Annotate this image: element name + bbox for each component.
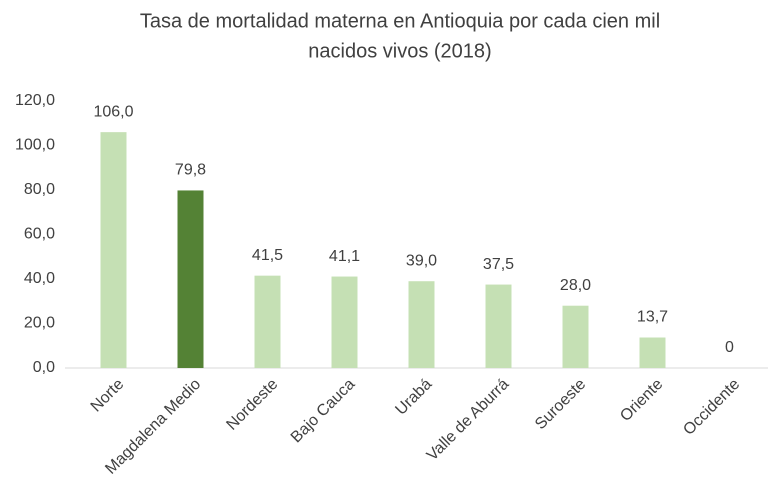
x-tick-label: Urabá xyxy=(392,376,435,419)
bar xyxy=(331,276,358,368)
y-tick-label: 40,0 xyxy=(24,270,55,287)
value-label: 37,5 xyxy=(483,256,514,273)
value-label: 0 xyxy=(725,339,734,356)
bar xyxy=(100,132,127,368)
x-tick-label: Occidente xyxy=(680,376,743,439)
bar xyxy=(177,190,204,368)
value-label: 41,1 xyxy=(329,248,360,265)
value-label: 28,0 xyxy=(560,277,591,294)
y-tick-label: 20,0 xyxy=(24,315,55,332)
x-tick-label: Oriente xyxy=(617,376,666,425)
x-tick-label: Suroeste xyxy=(532,376,589,433)
x-tick-label: Norte xyxy=(88,376,128,416)
x-tick-label: Valle de Aburrá xyxy=(424,376,513,465)
bar xyxy=(562,305,589,368)
y-tick-label: 60,0 xyxy=(24,226,55,243)
bar xyxy=(485,284,512,368)
value-label: 106,0 xyxy=(93,103,133,120)
x-tick-label: Nordeste xyxy=(223,376,281,434)
bar xyxy=(639,337,666,368)
y-tick-label: 100,0 xyxy=(15,137,55,154)
chart-title: nacidos vivos (2018) xyxy=(308,40,491,62)
y-tick-label: 0,0 xyxy=(33,359,55,376)
value-label: 39,0 xyxy=(406,252,437,269)
x-tick-label: Bajo Cauca xyxy=(288,376,359,447)
bar xyxy=(254,275,281,368)
y-tick-label: 120,0 xyxy=(15,92,55,109)
bar xyxy=(408,281,435,368)
y-tick-label: 80,0 xyxy=(24,181,55,198)
chart-title: Tasa de mortalidad materna en Antioquia … xyxy=(140,10,660,32)
value-label: 13,7 xyxy=(637,309,668,326)
value-label: 41,5 xyxy=(252,247,283,264)
value-label: 79,8 xyxy=(175,162,206,179)
